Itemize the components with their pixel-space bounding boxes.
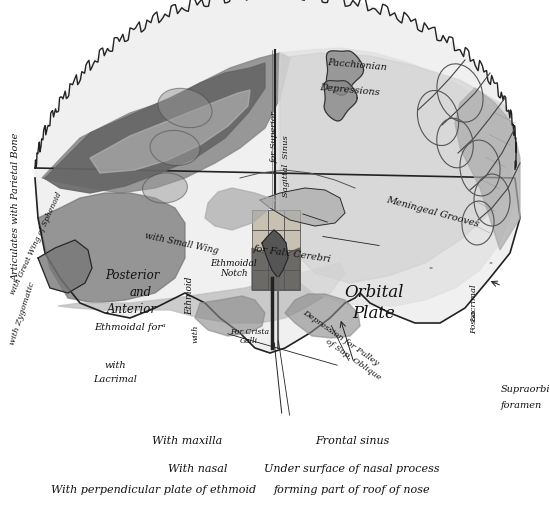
Polygon shape xyxy=(195,296,265,336)
Text: Depression for Pulley: Depression for Pulley xyxy=(301,308,381,367)
Polygon shape xyxy=(285,294,360,338)
Text: Ethmoidal forᵃ: Ethmoidal forᵃ xyxy=(95,323,166,332)
Text: for Superior: for Superior xyxy=(271,111,279,163)
Polygon shape xyxy=(324,81,357,121)
Text: with Great Wing of Sphenoid: with Great Wing of Sphenoid xyxy=(8,191,63,296)
Text: With nasal: With nasal xyxy=(168,464,228,474)
Bar xyxy=(252,210,268,230)
Polygon shape xyxy=(44,63,265,193)
Polygon shape xyxy=(280,53,515,283)
Bar xyxy=(284,230,300,250)
Text: with: with xyxy=(191,325,199,343)
Text: Supraorbital: Supraorbital xyxy=(500,385,550,394)
Bar xyxy=(252,230,268,250)
Text: Ethmoid: Ethmoid xyxy=(185,276,194,314)
Bar xyxy=(252,270,268,290)
Polygon shape xyxy=(58,263,345,323)
Text: Meningeal Grooves: Meningeal Grooves xyxy=(385,196,480,229)
Text: Orbital: Orbital xyxy=(344,284,404,301)
Text: and: and xyxy=(129,286,151,299)
Ellipse shape xyxy=(158,88,212,127)
Ellipse shape xyxy=(142,173,188,203)
Text: of Sup. Oblique: of Sup. Oblique xyxy=(324,338,382,382)
Text: With perpendicular plate of ethmoid: With perpendicular plate of ethmoid xyxy=(52,484,256,495)
Polygon shape xyxy=(38,240,92,293)
Text: Plate: Plate xyxy=(353,305,395,322)
Text: Frontal sinus: Frontal sinus xyxy=(315,436,389,447)
Polygon shape xyxy=(42,53,290,193)
Polygon shape xyxy=(275,48,520,306)
Text: Posterior: Posterior xyxy=(105,269,159,282)
Text: Notch: Notch xyxy=(220,269,248,278)
Polygon shape xyxy=(260,188,345,226)
Text: Galli: Galli xyxy=(240,337,258,345)
Bar xyxy=(284,270,300,290)
Text: With maxilla: With maxilla xyxy=(152,436,222,447)
Text: Fossa: Fossa xyxy=(470,310,478,334)
Polygon shape xyxy=(455,88,520,250)
Polygon shape xyxy=(38,193,185,303)
Bar xyxy=(268,230,284,250)
Text: Ethmoidal: Ethmoidal xyxy=(210,258,257,268)
Text: forming part of roof of nose: forming part of roof of nose xyxy=(274,484,430,495)
Text: Sagittal  Sinus: Sagittal Sinus xyxy=(282,135,290,197)
Polygon shape xyxy=(326,51,364,95)
Polygon shape xyxy=(262,230,288,278)
Text: Anterior: Anterior xyxy=(107,303,157,316)
Bar xyxy=(284,210,300,230)
Text: Under surface of nasal process: Under surface of nasal process xyxy=(264,464,440,474)
Bar xyxy=(284,250,300,270)
Text: with Small Wing: with Small Wing xyxy=(144,231,219,256)
Text: with: with xyxy=(104,361,126,370)
Text: Articulates with Parietal Bone: Articulates with Parietal Bone xyxy=(12,133,21,281)
Polygon shape xyxy=(35,0,520,353)
Polygon shape xyxy=(205,188,275,230)
Ellipse shape xyxy=(150,131,200,166)
Text: Lacrimal: Lacrimal xyxy=(470,284,478,322)
Text: for Falx Cerebri: for Falx Cerebri xyxy=(253,244,332,264)
Text: Pacchionian: Pacchionian xyxy=(327,57,388,72)
Bar xyxy=(252,250,268,270)
Text: Lacrimal: Lacrimal xyxy=(94,375,138,384)
Polygon shape xyxy=(252,248,300,290)
Bar xyxy=(268,210,284,230)
Text: For Crista: For Crista xyxy=(230,327,268,336)
Polygon shape xyxy=(90,90,250,173)
Bar xyxy=(268,250,284,270)
Text: with Zygomatic: with Zygomatic xyxy=(8,281,36,346)
Text: foramen: foramen xyxy=(500,400,542,410)
Text: Depressions: Depressions xyxy=(319,83,380,98)
Bar xyxy=(268,270,284,290)
